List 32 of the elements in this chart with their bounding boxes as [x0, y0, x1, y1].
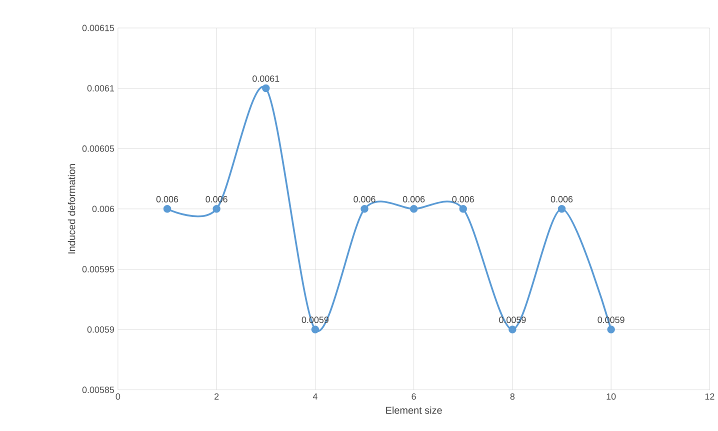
point: [410, 205, 418, 213]
x-tick-label: 0: [116, 393, 120, 400]
point: [163, 205, 172, 213]
y-tick-label: 0.00605: [82, 146, 114, 152]
x-tick-label: 12: [705, 393, 714, 400]
data-label: 0.006: [354, 196, 376, 202]
y-tick-label: 0.00595: [82, 266, 114, 272]
x-tick-label: 4: [312, 393, 318, 400]
point: [459, 205, 468, 213]
data-label: 0.006: [402, 196, 425, 202]
point: [360, 205, 368, 213]
y-tick-label: 0.00585: [82, 386, 114, 394]
point: [558, 205, 566, 213]
point: [311, 326, 320, 334]
point: [212, 205, 220, 213]
x-tick-label: 8: [510, 393, 515, 400]
point: [607, 326, 615, 334]
data-label: 0.0061: [252, 76, 280, 82]
y-tick-label: 0.00615: [82, 24, 114, 32]
data-label: 0.006: [452, 196, 474, 202]
x-axis-title: Element size: [386, 406, 442, 414]
data-label: 0.006: [550, 196, 573, 202]
x-tick-label: 6: [412, 393, 416, 400]
y-axis-title: Induced deformation: [68, 164, 76, 254]
data-label: 0.006: [156, 196, 178, 202]
x-tick-label: 2: [214, 393, 219, 400]
y-tick-label: 0.0061: [87, 85, 114, 92]
y-tick-label: 0.006: [92, 206, 114, 212]
point: [508, 326, 516, 334]
x-tick-label: 10: [606, 393, 616, 400]
point: [262, 84, 270, 92]
y-tick-label: 0.0059: [87, 326, 114, 333]
